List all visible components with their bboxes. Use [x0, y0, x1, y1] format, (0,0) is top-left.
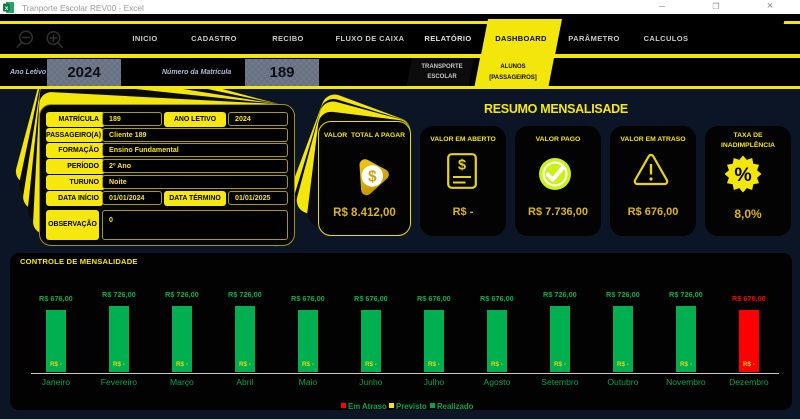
svg-text:$: $	[368, 169, 377, 186]
svg-text:%: %	[734, 164, 751, 186]
svg-text:x: x	[5, 5, 9, 12]
svg-text:$: $	[457, 157, 465, 173]
